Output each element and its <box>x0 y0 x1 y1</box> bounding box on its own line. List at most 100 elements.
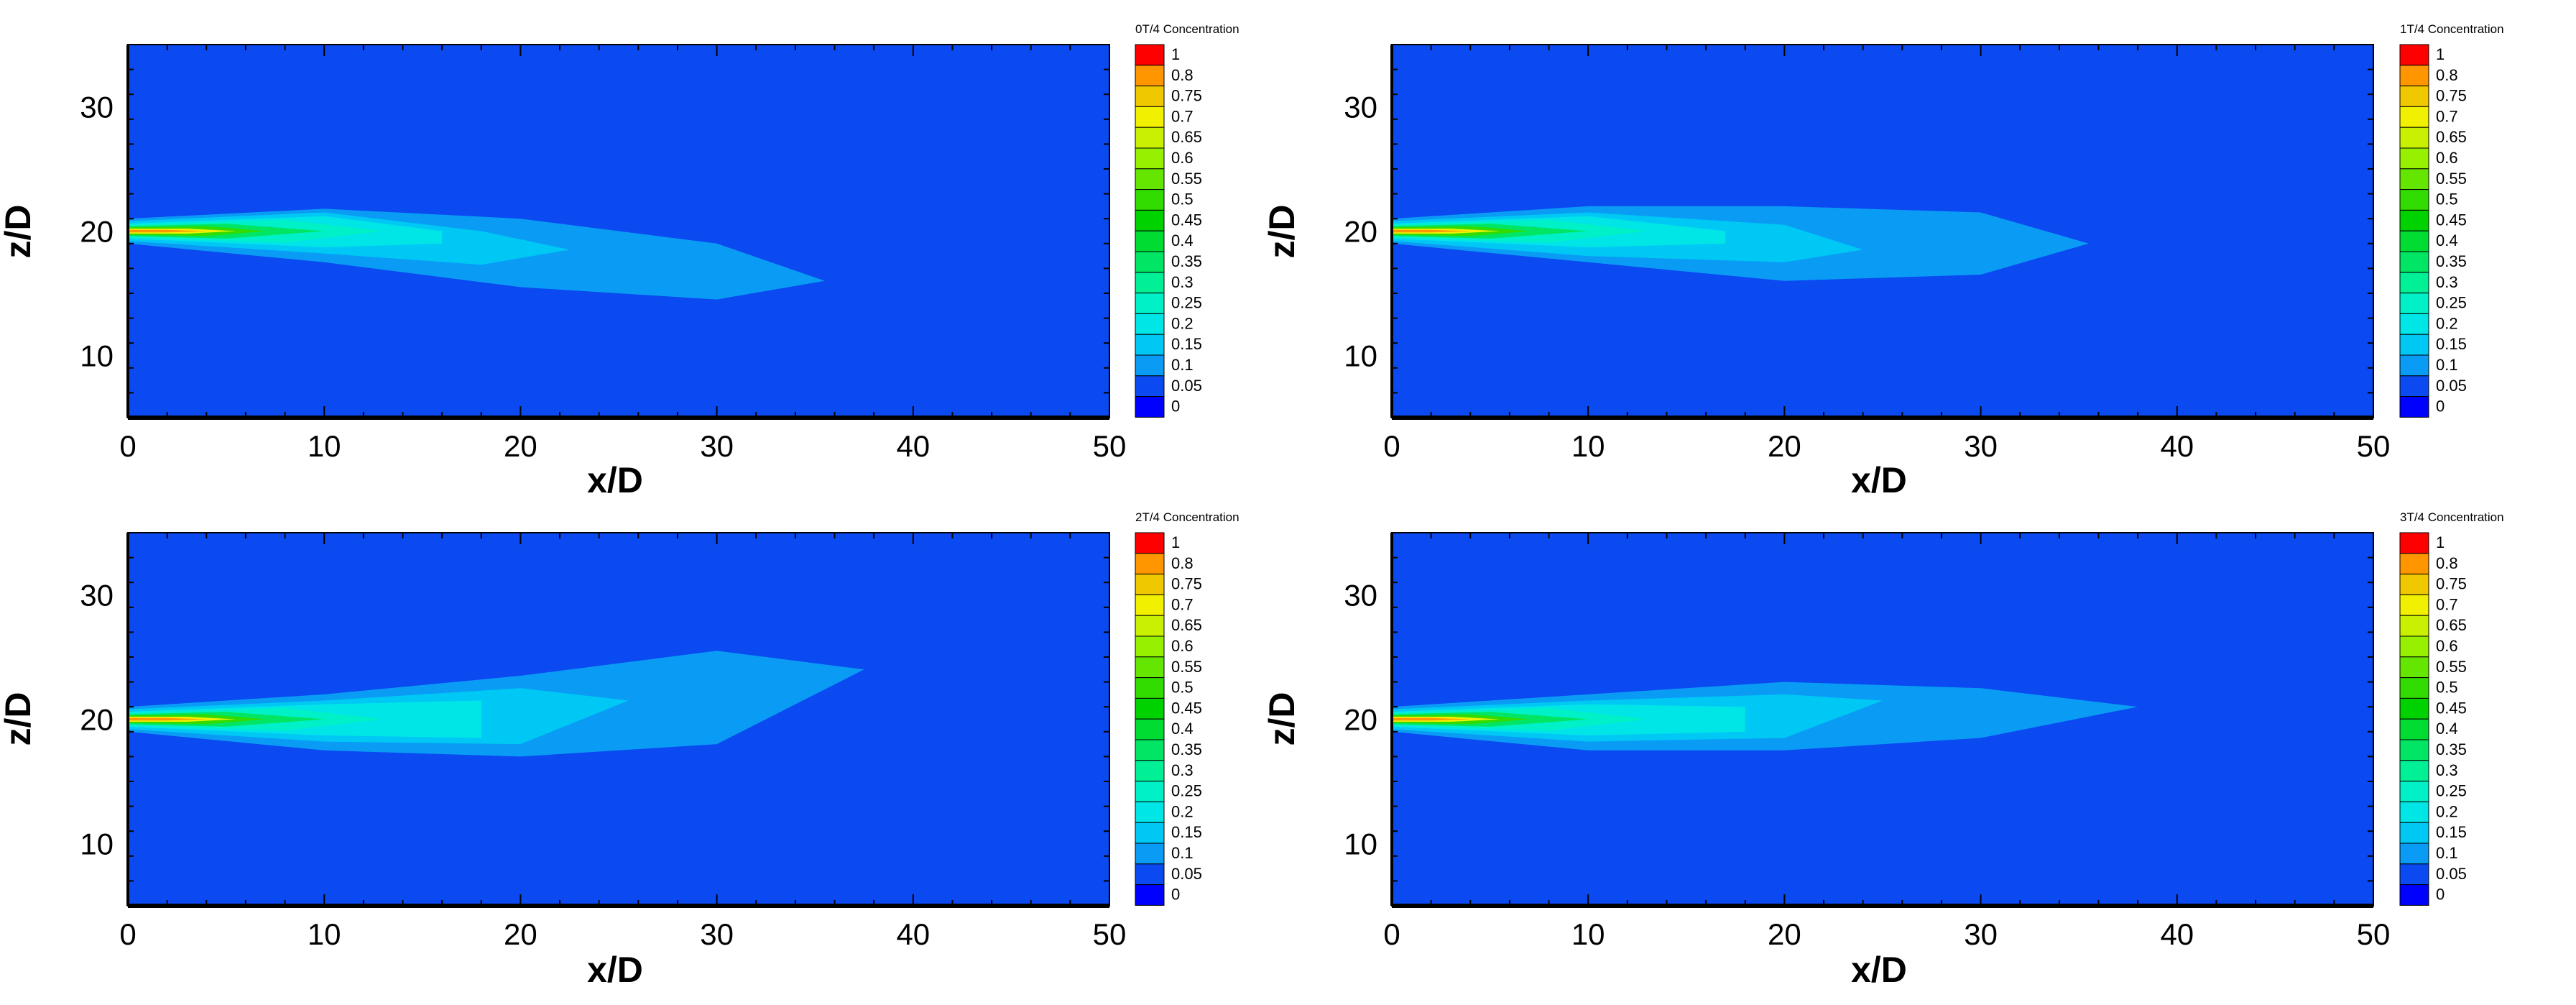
legend-label: 0.55 <box>2436 170 2467 188</box>
legend-label: 0.8 <box>2436 66 2458 84</box>
legend-label: 0.2 <box>2436 314 2458 332</box>
y-tick-label: 20 <box>1344 215 1377 249</box>
legend-swatch <box>2399 594 2429 616</box>
legend-swatch <box>1135 168 1165 191</box>
y-axis-label: z/D <box>0 692 38 746</box>
contour-group <box>128 187 1109 397</box>
contour-level-0_8 <box>128 229 207 233</box>
legend-swatch <box>2399 718 2429 740</box>
legend-swatch <box>2399 251 2429 273</box>
legend-swatch <box>2399 230 2429 252</box>
legend-swatch <box>1135 615 1165 637</box>
legend-swatch <box>2399 574 2429 595</box>
legend-swatch <box>2399 884 2429 906</box>
legend-swatch <box>1135 106 1165 128</box>
legend-label: 1 <box>2436 45 2445 63</box>
legend-label: 0.75 <box>1171 575 1202 593</box>
legend-label: 0.6 <box>2436 149 2458 167</box>
legend-swatch <box>2399 189 2429 211</box>
y-axis-label: z/D <box>1262 692 1302 746</box>
legend-swatch <box>2399 313 2429 335</box>
legend-swatch <box>1135 230 1165 252</box>
legend-label: 0.2 <box>1171 802 1194 820</box>
contour-group <box>1392 625 2373 776</box>
x-tick-label: 10 <box>308 917 341 951</box>
legend-swatch <box>2399 843 2429 865</box>
legend-label: 0.75 <box>1171 87 1202 105</box>
legend-swatch <box>1135 574 1165 595</box>
legend-swatch <box>2399 168 2429 191</box>
legend-swatch <box>2399 739 2429 761</box>
x-tick-label: 50 <box>2357 917 2391 951</box>
x-tick-label: 30 <box>1964 917 1998 951</box>
x-tick-label: 40 <box>896 917 930 951</box>
legend-label: 0.6 <box>2436 637 2458 655</box>
legend-swatch <box>1135 251 1165 273</box>
colorbar-legend: 1T/4 Concentration 1 0.8 0.75 0.7 0.65 0.6 0.55… <box>2399 22 2504 418</box>
legend-swatch <box>2399 656 2429 679</box>
legend-swatch <box>2399 532 2429 554</box>
legend-swatch <box>1135 739 1165 761</box>
legend-label: 0.15 <box>1171 335 1202 353</box>
legend-swatch <box>2399 86 2429 107</box>
x-tick-label: 0 <box>1383 917 1400 951</box>
legend-label: 0.25 <box>1171 294 1202 312</box>
contour-group <box>128 551 1109 769</box>
legend-swatch <box>2399 375 2429 398</box>
legend-swatch <box>1135 334 1165 356</box>
y-tick-label: 20 <box>80 215 114 249</box>
legend-swatch <box>1135 313 1165 335</box>
legend-swatch <box>2399 44 2429 66</box>
legend-swatch <box>2399 801 2429 823</box>
legend-swatch <box>1135 532 1165 554</box>
legend-label: 0.35 <box>2436 252 2467 270</box>
x-axis-label: x/D <box>1851 460 1907 500</box>
x-tick-label: 10 <box>1571 429 1605 463</box>
legend-label: 0.1 <box>1171 356 1194 374</box>
legend-swatch <box>1135 147 1165 170</box>
x-tick-label: 20 <box>504 429 537 463</box>
legend-swatch <box>1135 884 1165 906</box>
y-tick-label: 20 <box>1344 703 1377 737</box>
x-axis-label: x/D <box>587 950 643 990</box>
contour-level-0_8 <box>128 717 207 721</box>
legend-label: 0.5 <box>1171 191 1194 208</box>
legend-swatch <box>1135 293 1165 314</box>
legend-label: 0.05 <box>1171 377 1202 395</box>
legend-swatch <box>1135 553 1165 575</box>
legend-label: 0.3 <box>2436 761 2458 779</box>
contour-level-0_8 <box>1392 717 1471 721</box>
legend-label: 0.35 <box>1171 740 1202 758</box>
legend-label: 0 <box>1171 398 1180 416</box>
legend-label: 0.65 <box>1171 616 1202 634</box>
legend-label: 0.65 <box>2436 128 2467 146</box>
legend-swatch <box>2399 781 2429 802</box>
legend-swatch <box>1135 863 1165 886</box>
legend-swatch <box>1135 843 1165 865</box>
legend-swatch <box>1135 44 1165 66</box>
legend-title: 1T/4 Concentration <box>2400 22 2504 36</box>
x-tick-label: 50 <box>1093 429 1127 463</box>
legend-label: 0.6 <box>1171 149 1194 167</box>
legend-label: 0.8 <box>2436 554 2458 572</box>
legend-swatch <box>1135 801 1165 823</box>
legend-swatch <box>2399 760 2429 782</box>
legend-label: 0.1 <box>2436 356 2458 374</box>
legend-label: 0.4 <box>2436 720 2458 738</box>
legend-swatch <box>2399 293 2429 314</box>
x-tick-label: 40 <box>2160 917 2194 951</box>
legend-swatch <box>1135 635 1165 658</box>
legend-label: 0.05 <box>2436 377 2467 395</box>
x-tick-label: 10 <box>1571 917 1605 951</box>
contour-level-0_8 <box>1392 229 1471 233</box>
y-tick-label: 30 <box>80 579 114 612</box>
legend-swatch <box>1135 697 1165 720</box>
legend-swatch <box>1135 189 1165 211</box>
legend-swatch <box>1135 272 1165 294</box>
x-axis-label: x/D <box>587 460 643 500</box>
legend-label: 0.75 <box>2436 575 2467 593</box>
legend-label: 0.2 <box>2436 802 2458 820</box>
x-tick-label: 0 <box>1383 429 1400 463</box>
legend-swatch <box>1135 396 1165 418</box>
